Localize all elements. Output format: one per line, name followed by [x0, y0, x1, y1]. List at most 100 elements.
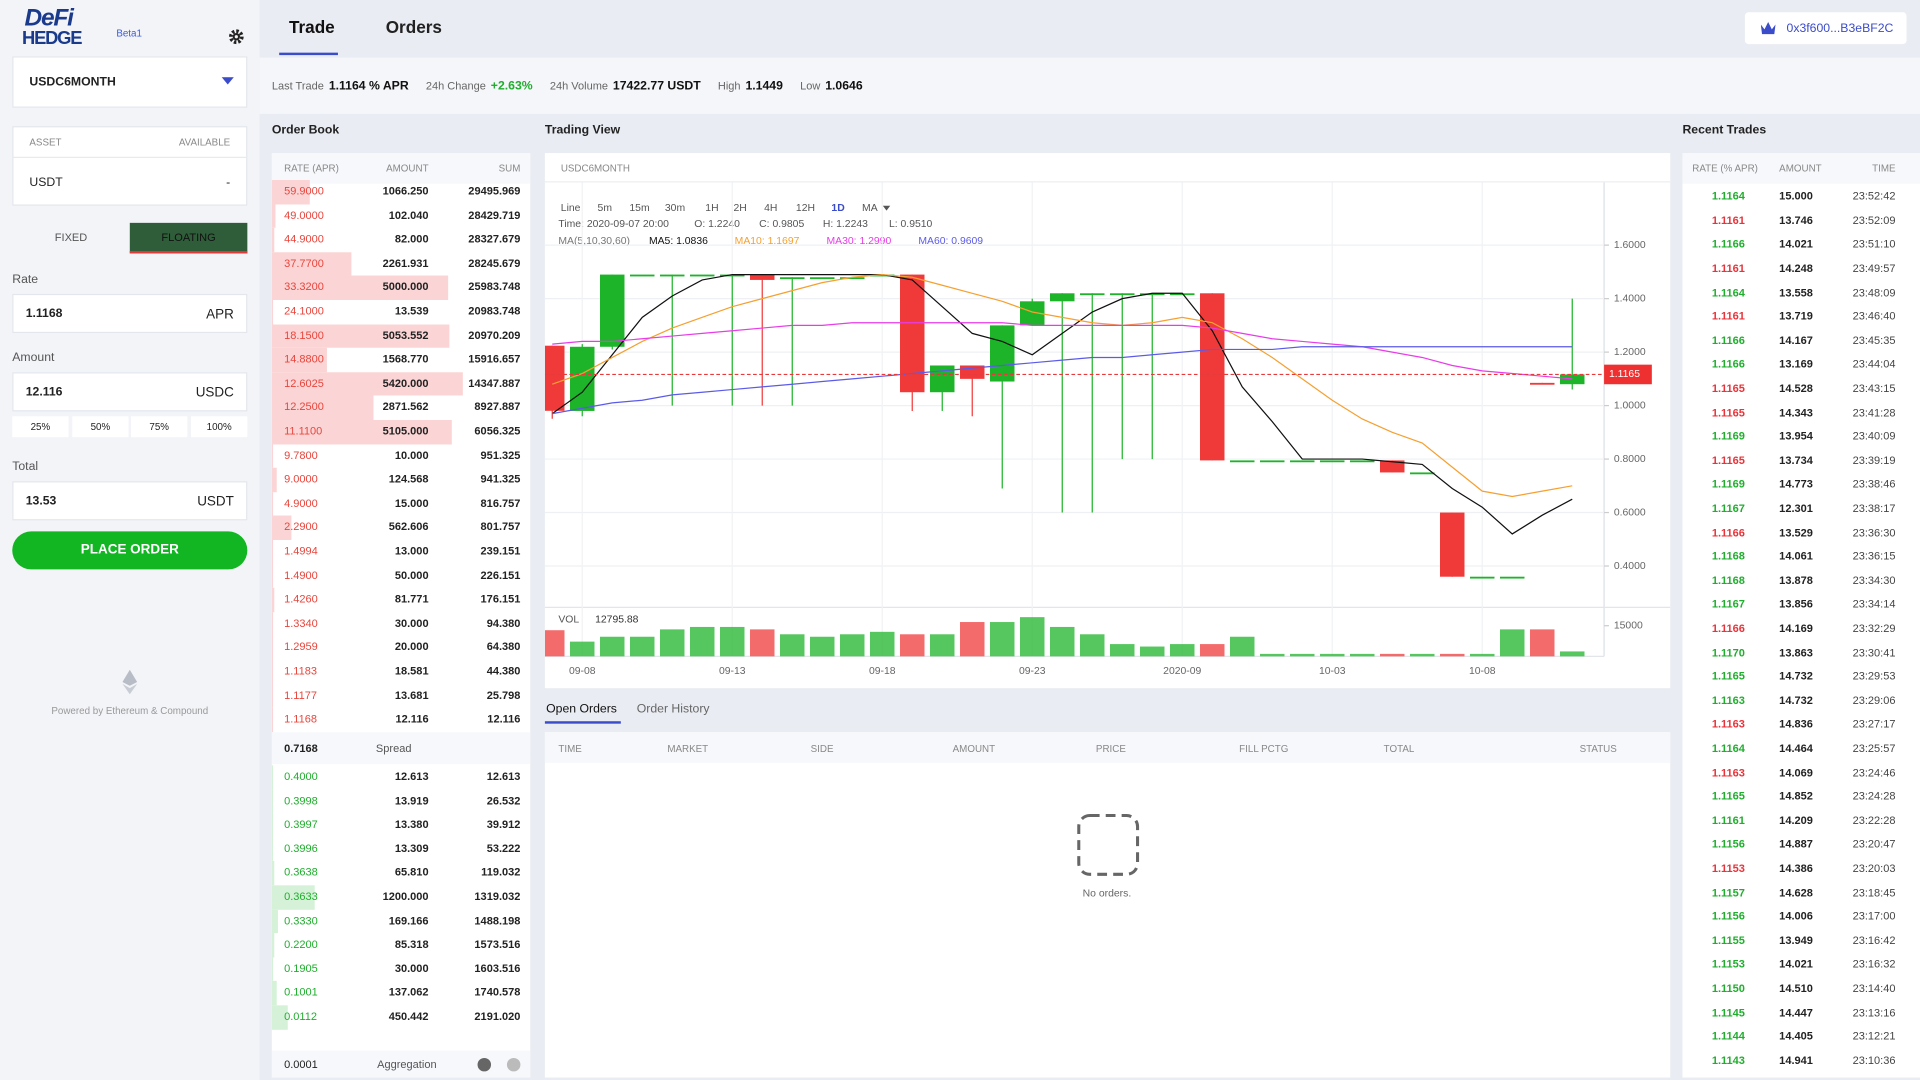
crown-icon — [1760, 22, 1776, 35]
stat-value: 1.1449 — [745, 79, 783, 94]
trade-time: 23:16:42 — [1852, 934, 1896, 947]
order-sum: 39.912 — [486, 818, 521, 831]
volume-bar — [960, 622, 985, 657]
interval-button[interactable]: Line — [561, 203, 581, 214]
order-sum: 94.380 — [486, 616, 521, 630]
volume-bar — [1230, 636, 1255, 657]
total-unit: USDT — [197, 494, 234, 510]
candle-body — [1320, 460, 1345, 463]
spread-row — [271, 732, 531, 765]
order-rate: 11.1100 — [284, 424, 323, 438]
depth-bar — [271, 251, 352, 276]
depth-bar — [271, 491, 273, 516]
column-header: PRICE — [1095, 743, 1126, 755]
dropdown-arrow — [221, 77, 234, 85]
stat: Last Trade 1.1164 % APR — [272, 80, 409, 93]
spread-label: Spread — [375, 742, 412, 755]
percent-button[interactable]: 50% — [72, 416, 129, 438]
interval-button[interactable]: 5m — [598, 203, 612, 214]
column-header: RATE (APR) — [284, 162, 339, 174]
order-tab[interactable]: Order History — [636, 702, 710, 717]
trade-rate: 1.1167 — [1711, 598, 1745, 611]
order-sum: 25.798 — [486, 688, 521, 702]
order-rate: 1.1177 — [284, 688, 317, 702]
order-rate: 0.3997 — [284, 818, 318, 831]
percent-button[interactable]: 100% — [191, 416, 248, 438]
order-sum: 239.151 — [480, 544, 521, 558]
candle-body — [1470, 576, 1495, 579]
trade-rate: 1.1161 — [1711, 814, 1745, 827]
recent-trades-title: Recent Trades — [1682, 123, 1767, 138]
order-sum: 816.757 — [480, 496, 521, 510]
order-rate: 12.2500 — [284, 400, 324, 414]
interval-button[interactable]: MA — [862, 203, 878, 214]
order-rate: 18.1500 — [284, 328, 324, 342]
candle-body — [1230, 460, 1255, 463]
order-sum: 801.757 — [480, 520, 521, 534]
y-tick-label: 1.4000 — [1614, 293, 1646, 304]
price-chart: Line 5m 15m 30m 1H 2H 4H 12H 1D MA Time: 2020-09-0… — [544, 182, 1671, 677]
order-tab[interactable]: Open Orders — [546, 702, 617, 717]
trade-rate: 1.1165 — [1711, 382, 1745, 395]
market-select[interactable]: USDC6MONTH — [12, 56, 248, 108]
plot — [544, 273, 1585, 657]
order-rate: 1.3340 — [284, 616, 318, 630]
trade-amount: 13.558 — [1779, 286, 1813, 299]
interval-button[interactable]: 1H — [705, 203, 718, 214]
mode-tab-active[interactable]: FLOATING — [129, 222, 248, 254]
trade-time: 23:40:09 — [1852, 430, 1896, 443]
order-amount: 562.606 — [388, 520, 429, 534]
trade-amount: 13.734 — [1779, 454, 1813, 467]
ma-line — [552, 273, 1573, 498]
place-order-button[interactable]: PLACE ORDER — [12, 531, 248, 570]
aggregation-value: 0.0001 — [284, 1057, 318, 1071]
depth-bar — [271, 515, 292, 540]
trade-rate: 1.1161 — [1711, 310, 1745, 323]
interval-button[interactable]: 4H — [764, 203, 777, 214]
depth-bar — [271, 909, 278, 934]
order-sum: 8927.887 — [474, 400, 521, 414]
order-rate: 1.4260 — [284, 592, 318, 606]
rate-input[interactable]: 1.1168 APR — [12, 293, 248, 334]
volume-value: 12795.88 — [595, 614, 639, 625]
trade-amount: 14.021 — [1779, 958, 1813, 971]
candle-body — [1140, 293, 1165, 296]
wallet-button[interactable]: 0x3f600...B3eBF2C — [1744, 12, 1907, 45]
amount-label: Amount — [12, 351, 55, 365]
order-sum: 28327.679 — [468, 232, 521, 246]
logo-bottom: HEDGE — [22, 28, 82, 49]
trade-time: 23:39:19 — [1852, 454, 1896, 467]
candle-body — [570, 346, 595, 411]
candle-body — [600, 274, 625, 347]
depth-bar — [271, 420, 452, 444]
interval-button[interactable]: 30m — [665, 203, 685, 214]
percent-button[interactable]: 75% — [131, 416, 188, 438]
column-header: TOTAL — [1383, 743, 1415, 755]
percent-button[interactable]: 25% — [12, 416, 69, 438]
nav-tab[interactable]: Trade — [288, 17, 335, 37]
footer: Powered by Ethereum & Compound — [51, 705, 209, 717]
plus-button[interactable] — [506, 1057, 521, 1072]
volume-bar — [1530, 629, 1555, 657]
candle-body — [840, 277, 865, 280]
interval-button[interactable]: 1D — [831, 203, 845, 214]
trade-time: 23:45:35 — [1852, 334, 1896, 347]
depth-bar — [271, 347, 328, 372]
mode-tab[interactable]: FIXED — [54, 231, 88, 244]
interval-button[interactable]: 12H — [796, 203, 815, 214]
trade-time: 23:12:21 — [1852, 1030, 1896, 1043]
trade-time: 23:38:17 — [1852, 502, 1896, 515]
trade-amount: 13.954 — [1779, 430, 1813, 443]
nav-tab[interactable]: Orders — [385, 17, 442, 37]
settings-icon[interactable] — [228, 28, 245, 45]
volume-bar — [690, 626, 715, 657]
order-amount: 30.000 — [394, 962, 429, 975]
order-sum: 226.151 — [480, 568, 521, 582]
trade-amount: 13.863 — [1779, 646, 1813, 659]
interval-button[interactable]: 2H — [733, 203, 746, 214]
amount-input[interactable]: 12.116 USDC — [12, 372, 248, 412]
interval-button[interactable]: 15m — [629, 203, 649, 214]
candle-body — [1110, 293, 1135, 296]
total-input[interactable]: 13.53 USDT — [12, 481, 248, 521]
minus-button[interactable] — [477, 1057, 492, 1072]
